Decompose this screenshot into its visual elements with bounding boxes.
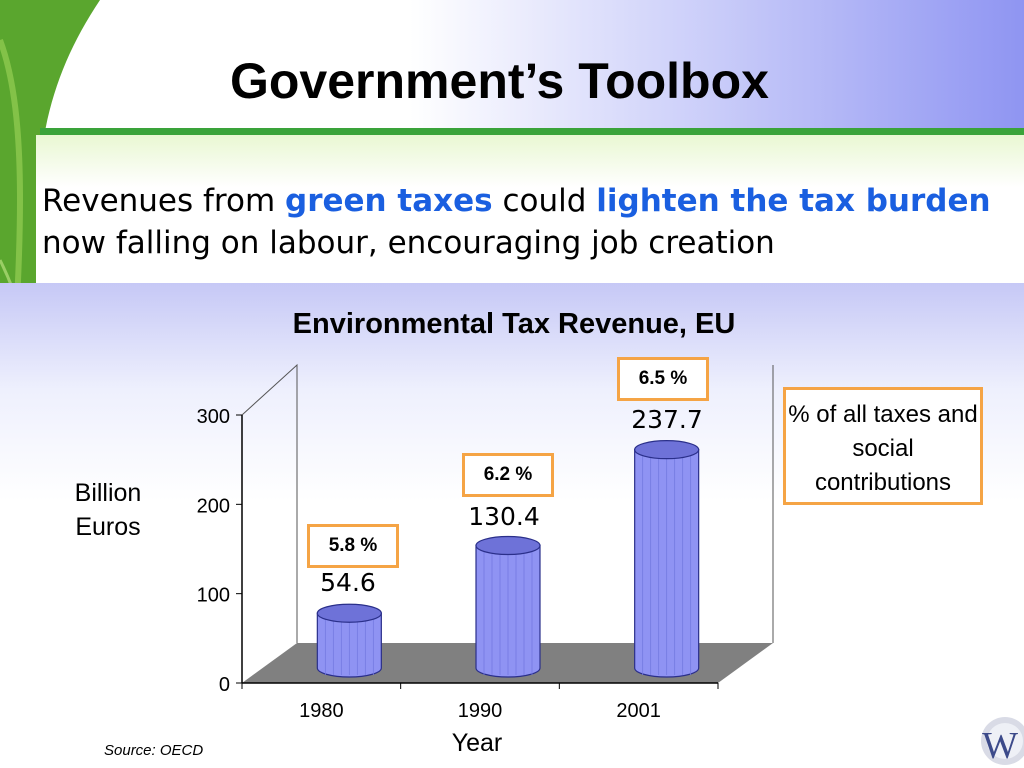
x-tick-label: 2001 [616, 700, 661, 722]
svg-text:W: W [982, 725, 1018, 767]
legend-note: % of all taxes and social contributions [783, 387, 983, 505]
x-axis-label: Year [452, 729, 503, 757]
lead-part: Revenues from [42, 183, 286, 219]
y-tick-label: 0 [219, 674, 230, 696]
value-label: 237.7 [631, 405, 703, 434]
lead-band [36, 135, 1024, 285]
lead-highlight-green-taxes: green taxes [285, 183, 493, 219]
chart: Environmental Tax Revenue, EU 0 100 200 300… [75, 308, 774, 757]
share-label: 5.8 % [307, 524, 399, 568]
chart-bars [316, 440, 700, 678]
lead-highlight-tax-burden: lighten the tax burden [596, 183, 991, 219]
lead-text: Revenues from green taxes could lighten … [42, 180, 1012, 264]
value-label: 130.4 [468, 502, 540, 531]
value-label: 54.6 [320, 568, 376, 597]
chart-ticks: 0 100 200 300 1980 1990 2001 [197, 406, 719, 722]
logo: W [981, 717, 1024, 767]
bar-top [634, 440, 700, 460]
slide-title: Government’s Toolbox [230, 53, 769, 109]
source-note: Source: OECD [104, 742, 204, 759]
share-label: 6.2 % [462, 453, 554, 497]
bar-top [475, 535, 541, 556]
lead-part: now falling on labour, encouraging job c… [42, 225, 775, 261]
chart-band [0, 283, 1024, 768]
bar [634, 440, 700, 678]
header-band [0, 0, 1024, 130]
bar [316, 603, 382, 678]
y-tick-label: 200 [197, 495, 230, 517]
bar [475, 535, 541, 678]
bar-top [316, 603, 382, 623]
chart-title: Environmental Tax Revenue, EU [293, 308, 736, 340]
lead-part: could [492, 183, 597, 219]
y-tick-label: 100 [197, 585, 230, 607]
y-axis-label: Euros [75, 513, 140, 541]
header-divider [40, 128, 1024, 135]
x-tick-label: 1980 [299, 700, 344, 722]
share-label: 6.5 % [617, 357, 709, 401]
y-tick-label: 300 [197, 406, 230, 428]
x-tick-label: 1990 [458, 700, 503, 722]
y-axis-label: Billion [75, 479, 142, 507]
back-wall-left [241, 363, 298, 643]
